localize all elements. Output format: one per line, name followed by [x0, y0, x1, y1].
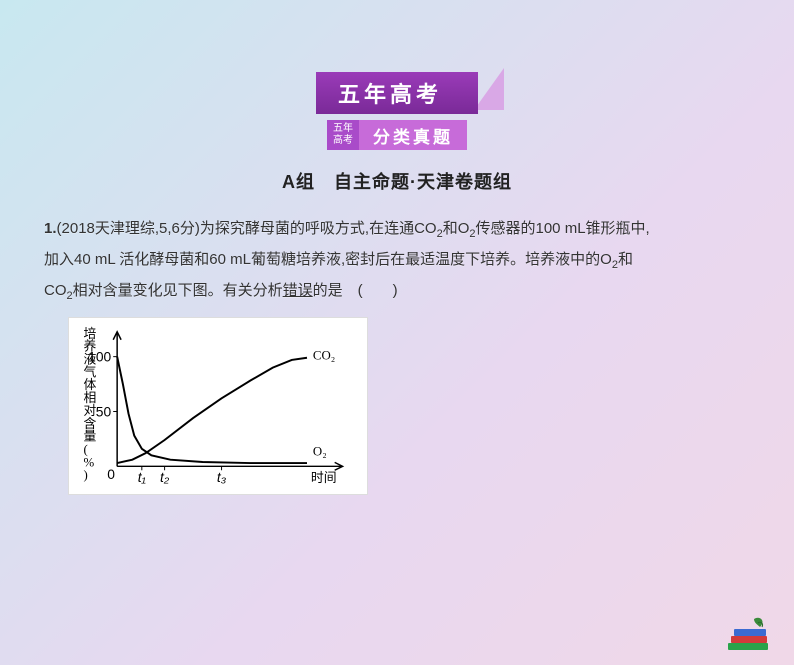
- chart: 培养液气体相对含量(%) 50100 t₁t₂t₃ 0 时间 CO₂ O₂: [68, 317, 368, 495]
- q-l3c: 的是 ( ): [313, 282, 398, 299]
- books-icon: [724, 613, 776, 657]
- banner-triangle: [474, 68, 504, 110]
- svg-text:t₃: t₃: [217, 469, 227, 485]
- svg-text:t₁: t₁: [138, 469, 147, 485]
- chart-svg: 培养液气体相对含量(%) 50100 t₁t₂t₃ 0 时间 CO₂ O₂: [69, 318, 367, 494]
- question-text: 1.(2018天津理综,5,6分)为探究酵母菌的呼吸方式,在连通CO2和O2传感…: [44, 214, 746, 307]
- top-banner-row: 五年高考: [0, 72, 794, 110]
- o2-curve: [117, 357, 307, 463]
- sub-left-line1: 五年: [333, 123, 353, 135]
- co2-label: CO₂: [313, 349, 335, 363]
- sub-banner: 五年 高考 分类真题: [327, 120, 467, 150]
- q-l1b: 和O: [443, 220, 470, 237]
- co2-curve: [117, 358, 307, 463]
- sub-banner-left: 五年 高考: [327, 120, 359, 150]
- sub-banner-right: 分类真题: [359, 120, 467, 150]
- origin-label: 0: [107, 466, 115, 482]
- sub-banner-row: 五年 高考 分类真题: [0, 120, 794, 150]
- question-number: 1.: [44, 220, 57, 237]
- q-l3b: 相对含量变化见下图。有关分析: [73, 282, 283, 299]
- x-axis-label: 时间: [311, 471, 337, 485]
- o2-label: O₂: [313, 444, 327, 458]
- q-l3a: CO: [44, 282, 67, 299]
- svg-text:100: 100: [88, 349, 111, 365]
- q-l1a: 为探究酵母菌的呼吸方式,在连通CO: [200, 220, 437, 237]
- top-banner: 五年高考: [316, 72, 478, 110]
- svg-text:50: 50: [96, 403, 112, 419]
- svg-text:t₂: t₂: [160, 469, 170, 485]
- sub-left-line2: 高考: [333, 135, 353, 147]
- x-ticks: t₁ t₂ t₃: [138, 466, 227, 485]
- group-title: A组 自主命题·天津卷题组: [0, 168, 794, 194]
- top-banner-label: 五年高考: [316, 72, 478, 114]
- question-source: (2018天津理综,5,6分): [57, 220, 200, 237]
- q-l2a: 加入40 mL 活化酵母菌和60 mL葡萄糖培养液,密封后在最适温度下培养。培养…: [44, 251, 612, 268]
- q-err: 错误: [283, 282, 313, 299]
- q-l2b: 和: [618, 251, 633, 268]
- q-l1c: 传感器的100 mL锥形瓶中,: [476, 220, 650, 237]
